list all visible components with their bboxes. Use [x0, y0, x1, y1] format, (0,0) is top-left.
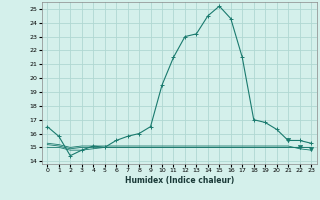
X-axis label: Humidex (Indice chaleur): Humidex (Indice chaleur)	[124, 176, 234, 185]
